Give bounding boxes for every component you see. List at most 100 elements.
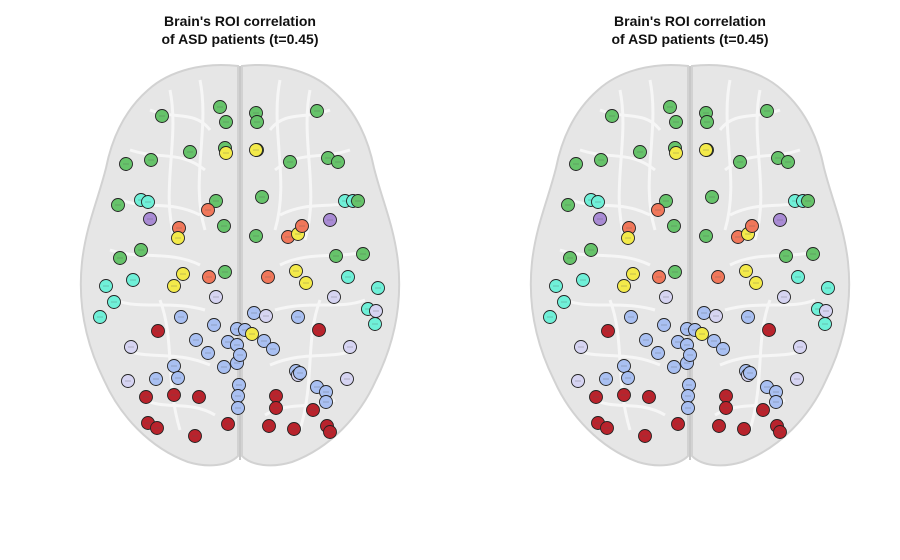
panel-title: Brain's ROI correlation of ASD patients … bbox=[0, 12, 480, 48]
roi-node-red bbox=[139, 390, 153, 404]
roi-node-blue bbox=[207, 318, 221, 332]
roi-node-orange bbox=[651, 203, 665, 217]
gyrus-line bbox=[594, 398, 666, 417]
roi-node-green bbox=[209, 194, 223, 208]
roi-node-green bbox=[733, 155, 747, 169]
gyrus-line bbox=[114, 298, 206, 312]
roi-node-blue bbox=[247, 306, 261, 320]
gyrus-line bbox=[197, 79, 207, 231]
roi-node-red bbox=[287, 422, 301, 436]
gyrus-line bbox=[273, 79, 283, 231]
roi-node-red bbox=[762, 323, 776, 337]
roi-node-blue bbox=[624, 310, 638, 324]
roi-node-cyan bbox=[591, 195, 605, 209]
roi-node-cyan bbox=[557, 295, 571, 309]
roi-node-red bbox=[188, 429, 202, 443]
roi-node-blue bbox=[683, 348, 697, 362]
roi-node-orange bbox=[745, 219, 759, 233]
roi-node-red bbox=[589, 390, 603, 404]
roi-node-cyan bbox=[93, 310, 107, 324]
brain-diagram bbox=[79, 64, 401, 467]
roi-node-lavender bbox=[209, 290, 223, 304]
roi-node-lavender bbox=[259, 309, 273, 323]
roi-node-red bbox=[269, 389, 283, 403]
roi-node-blue bbox=[639, 333, 653, 347]
roi-node-yellow bbox=[299, 276, 313, 290]
roi-node-green bbox=[250, 115, 264, 129]
gyrus-line bbox=[569, 198, 651, 217]
gyrus-line bbox=[579, 148, 656, 172]
roi-node-green bbox=[667, 219, 681, 233]
gyrus-line bbox=[617, 89, 627, 241]
roi-node-yellow bbox=[245, 327, 259, 341]
roi-node-yellow bbox=[617, 279, 631, 293]
roi-node-blue bbox=[697, 306, 711, 320]
roi-node-blue bbox=[769, 385, 783, 399]
roi-node-lavender bbox=[369, 304, 383, 318]
roi-node-blue bbox=[293, 366, 307, 380]
gyrus-line bbox=[723, 79, 733, 231]
roi-node-cyan bbox=[368, 317, 382, 331]
roi-node-red bbox=[671, 417, 685, 431]
roi-node-blue bbox=[741, 310, 755, 324]
gyrus-line bbox=[724, 298, 816, 312]
roi-nodes bbox=[93, 100, 385, 443]
roi-node-green bbox=[356, 247, 370, 261]
roi-node-red bbox=[756, 403, 770, 417]
roi-node-red bbox=[221, 417, 235, 431]
roi-node-blue bbox=[617, 359, 631, 373]
roi-node-blue bbox=[174, 310, 188, 324]
roi-node-lavender bbox=[659, 290, 673, 304]
roi-node-green bbox=[329, 249, 343, 263]
roi-node-cyan bbox=[791, 270, 805, 284]
roi-node-green bbox=[119, 157, 133, 171]
roi-node-red bbox=[712, 419, 726, 433]
gyrus-line bbox=[564, 298, 656, 312]
roi-node-blue bbox=[201, 346, 215, 360]
roi-node-yellow bbox=[739, 264, 753, 278]
roi-node-green bbox=[760, 104, 774, 118]
roi-node-green bbox=[563, 251, 577, 265]
roi-node-blue bbox=[319, 395, 333, 409]
roi-node-lavender bbox=[124, 340, 138, 354]
gyrus-line bbox=[298, 299, 322, 431]
gyrus-line bbox=[167, 89, 177, 241]
brain-panel-right: Brain's ROI correlation of ASD patients … bbox=[450, 0, 900, 560]
roi-node-cyan bbox=[576, 273, 590, 287]
roi-node-blue bbox=[667, 360, 681, 374]
roi-node-green bbox=[310, 104, 324, 118]
roi-node-green bbox=[134, 243, 148, 257]
roi-node-red bbox=[638, 429, 652, 443]
roi-node-lavender bbox=[793, 340, 807, 354]
roi-node-red bbox=[601, 324, 615, 338]
roi-node-green bbox=[700, 115, 714, 129]
roi-node-red bbox=[600, 421, 614, 435]
roi-node-lavender bbox=[574, 340, 588, 354]
roi-node-green bbox=[283, 155, 297, 169]
roi-node-lavender bbox=[340, 372, 354, 386]
roi-node-blue bbox=[769, 395, 783, 409]
roi-node-yellow bbox=[626, 267, 640, 281]
roi-node-cyan bbox=[818, 317, 832, 331]
roi-node-yellow bbox=[171, 231, 185, 245]
roi-node-cyan bbox=[549, 279, 563, 293]
title-line-1: Brain's ROI correlation bbox=[164, 13, 316, 29]
roi-node-purple bbox=[323, 213, 337, 227]
roi-node-green bbox=[663, 100, 677, 114]
roi-node-blue bbox=[291, 310, 305, 324]
roi-node-green bbox=[155, 109, 169, 123]
roi-node-cyan bbox=[821, 281, 835, 295]
roi-node-lavender bbox=[819, 304, 833, 318]
roi-node-red bbox=[617, 388, 631, 402]
roi-node-red bbox=[737, 422, 751, 436]
roi-node-lavender bbox=[343, 340, 357, 354]
roi-node-red bbox=[642, 390, 656, 404]
roi-node-blue bbox=[257, 334, 271, 348]
roi-node-blue bbox=[707, 334, 721, 348]
roi-node-cyan bbox=[126, 273, 140, 287]
gyrus-line bbox=[303, 89, 313, 241]
roi-node-green bbox=[217, 219, 231, 233]
roi-node-orange bbox=[202, 270, 216, 284]
roi-node-lavender bbox=[790, 372, 804, 386]
